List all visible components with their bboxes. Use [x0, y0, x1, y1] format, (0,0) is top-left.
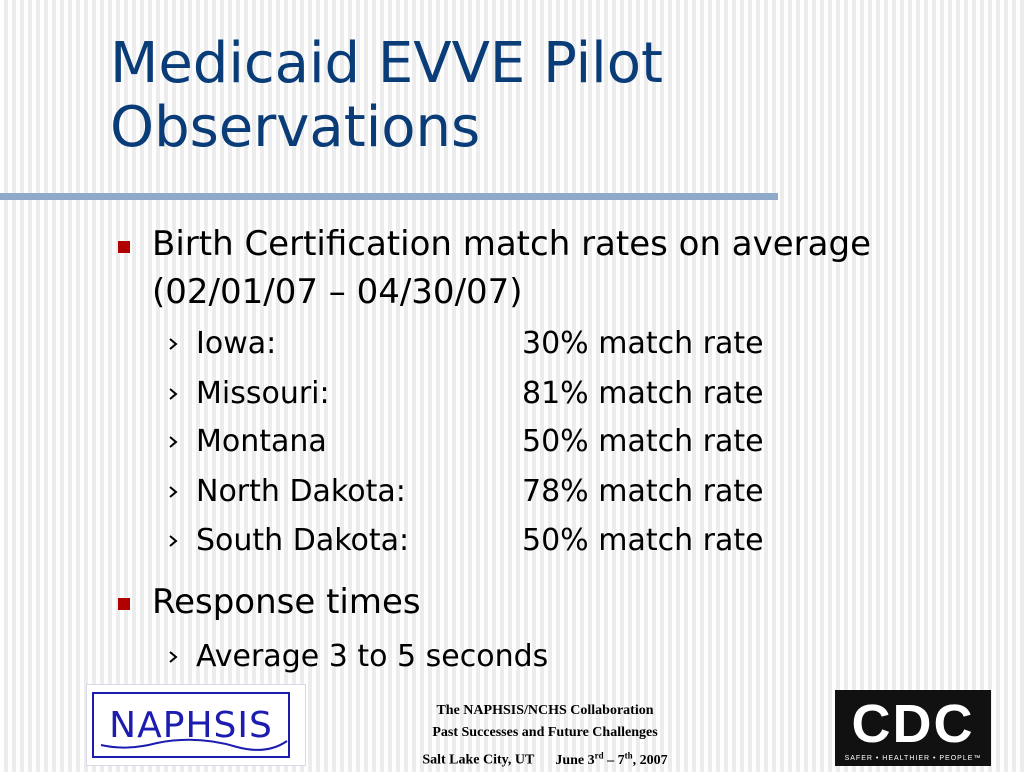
- footer-caption: The NAPHSIS/NCHS Collaboration Past Succ…: [360, 700, 730, 772]
- match-rate-value: 50% match rate: [522, 523, 764, 558]
- match-rate-value: 30% match rate: [522, 326, 764, 361]
- title-divider: [0, 193, 778, 200]
- state-label: North Dakota:: [196, 474, 406, 509]
- state-label: Missouri:: [196, 376, 330, 411]
- cdc-logo-text: CDC: [851, 694, 975, 754]
- footer-line3: Salt Lake City, UT June 3rd – 7th, 2007: [360, 744, 730, 772]
- square-bullet-icon: [118, 598, 130, 610]
- chevron-right-icon: [166, 324, 180, 364]
- footer-line1: The NAPHSIS/NCHS Collaboration: [436, 703, 654, 718]
- chevron-right-icon: [166, 472, 180, 512]
- naphsis-logo: NAPHSIS: [86, 684, 306, 766]
- state-label: Montana: [196, 424, 327, 459]
- match-rate-value: 50% match rate: [522, 424, 764, 459]
- state-label: Iowa:: [196, 326, 277, 361]
- slide-title-line2: Observations: [110, 95, 481, 160]
- chevron-right-icon: [166, 422, 180, 462]
- chevron-right-icon: [166, 374, 180, 414]
- response-time-label: Average 3 to 5 seconds: [196, 639, 549, 674]
- cdc-tagline: SAFER • HEALTHIER • PEOPLE™: [844, 755, 982, 762]
- square-bullet-icon: [118, 241, 130, 253]
- match-rate-value: 81% match rate: [522, 376, 764, 411]
- match-rate-value: 78% match rate: [522, 474, 764, 509]
- footer-line2: Past Successes and Future Challenges: [432, 725, 658, 740]
- state-label: South Dakota:: [196, 523, 410, 558]
- bullet-text: Response times: [152, 582, 421, 622]
- cdc-logo: CDC SAFER • HEALTHIER • PEOPLE™: [835, 690, 991, 766]
- chevron-right-icon: [166, 637, 180, 677]
- slide-title: Medicaid EVVE Pilot Observations: [110, 32, 970, 160]
- footer-date: June 3rd – 7th, 2007: [555, 750, 668, 768]
- bullet-text-continued: (02/01/07 – 04/30/07): [152, 272, 523, 312]
- chevron-right-icon: [166, 521, 180, 561]
- naphsis-logo-text: NAPHSIS: [109, 705, 273, 746]
- footer-location: Salt Lake City, UT: [422, 752, 535, 768]
- bullet-text: Birth Certification match rates on avera…: [152, 224, 871, 264]
- slide-title-line1: Medicaid EVVE Pilot: [110, 31, 663, 96]
